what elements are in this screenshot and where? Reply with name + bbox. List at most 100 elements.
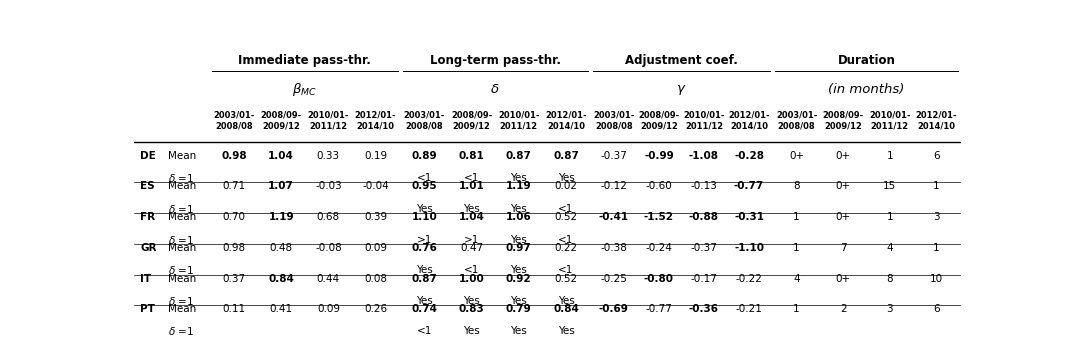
Text: -0.37: -0.37 [691,243,718,253]
Text: 0+: 0+ [835,274,851,284]
Text: 0.81: 0.81 [459,151,485,161]
Text: 0.95: 0.95 [411,181,437,191]
Text: (in months): (in months) [829,84,905,96]
Text: 0.71: 0.71 [222,181,246,191]
Text: -0.21: -0.21 [736,304,763,314]
Text: Yes: Yes [511,204,528,214]
Text: -1.10: -1.10 [734,243,764,253]
Text: 0.41: 0.41 [270,304,293,314]
Text: Yes: Yes [511,173,528,183]
Text: 2010/01-
2011/12: 2010/01- 2011/12 [684,111,725,131]
Text: IT: IT [140,274,152,284]
Text: 0.11: 0.11 [222,304,246,314]
Text: -0.17: -0.17 [691,274,718,284]
Text: 1.00: 1.00 [459,274,485,284]
Text: 0.84: 0.84 [553,304,579,314]
Text: 10: 10 [930,274,943,284]
Text: 0+: 0+ [835,212,851,222]
Text: $\delta$ =1: $\delta$ =1 [169,234,194,246]
Text: Yes: Yes [417,296,433,306]
Text: 2003/01-
2008/08: 2003/01- 2008/08 [214,111,255,131]
Text: >1: >1 [464,235,480,245]
Text: 2012/01-
2014/10: 2012/01- 2014/10 [355,111,396,131]
Text: -0.36: -0.36 [689,304,719,314]
Text: 0+: 0+ [789,151,804,161]
Text: 2008/09-
2009/12: 2008/09- 2009/12 [261,111,302,131]
Text: $\delta$ =1: $\delta$ =1 [169,203,194,215]
Text: 4: 4 [886,243,893,253]
Text: 2003/01-
2008/08: 2003/01- 2008/08 [593,111,634,131]
Text: 6: 6 [933,151,940,161]
Text: Mean: Mean [169,304,197,314]
Text: 1: 1 [886,212,893,222]
Text: 0.98: 0.98 [221,151,247,161]
Text: Yes: Yes [464,204,480,214]
Text: Mean: Mean [169,243,197,253]
Text: 0.02: 0.02 [554,181,578,191]
Text: 2008/09-
2009/12: 2008/09- 2009/12 [822,111,864,131]
Text: 0.83: 0.83 [459,304,485,314]
Text: Mean: Mean [169,274,197,284]
Text: 0.26: 0.26 [364,304,388,314]
Text: 4: 4 [794,274,800,284]
Text: Yes: Yes [511,235,528,245]
Text: Yes: Yes [417,265,433,275]
Text: >1: >1 [417,235,433,245]
Text: $\gamma$: $\gamma$ [676,83,687,97]
Text: 0.87: 0.87 [553,151,579,161]
Text: 0.97: 0.97 [506,243,532,253]
Text: Long-term pass-thr.: Long-term pass-thr. [429,54,561,67]
Text: -0.03: -0.03 [315,181,342,191]
Text: Mean: Mean [169,181,197,191]
Text: -0.31: -0.31 [734,212,764,222]
Text: -0.77: -0.77 [734,181,765,191]
Text: <1: <1 [559,204,574,214]
Text: Yes: Yes [511,326,528,336]
Text: Yes: Yes [557,326,575,336]
Text: <1: <1 [464,173,480,183]
Text: -0.37: -0.37 [600,151,627,161]
Text: 1.19: 1.19 [268,212,294,222]
Text: <1: <1 [559,235,574,245]
Text: 0.09: 0.09 [364,243,387,253]
Text: Adjustment coef.: Adjustment coef. [625,54,738,67]
Text: 1.07: 1.07 [268,181,294,191]
Text: -1.08: -1.08 [689,151,719,161]
Text: 0+: 0+ [835,151,851,161]
Text: -0.80: -0.80 [644,274,674,284]
Text: 2003/01-
2008/08: 2003/01- 2008/08 [776,111,817,131]
Text: 1.10: 1.10 [411,212,437,222]
Text: Yes: Yes [557,296,575,306]
Text: 2003/01-
2008/08: 2003/01- 2008/08 [404,111,445,131]
Text: -0.25: -0.25 [600,274,627,284]
Text: 1: 1 [886,151,893,161]
Text: 0.74: 0.74 [411,304,438,314]
Text: -0.38: -0.38 [600,243,627,253]
Text: <1: <1 [559,265,574,275]
Text: <1: <1 [417,326,433,336]
Text: Yes: Yes [511,265,528,275]
Text: -0.22: -0.22 [736,274,763,284]
Text: 1: 1 [794,243,800,253]
Text: 8: 8 [886,274,893,284]
Text: 0.89: 0.89 [411,151,437,161]
Text: $\delta$ =1: $\delta$ =1 [169,295,194,307]
Text: 2008/09-
2009/12: 2008/09- 2009/12 [451,111,492,131]
Text: 1.04: 1.04 [458,212,485,222]
Text: 1: 1 [933,243,940,253]
Text: -0.99: -0.99 [644,151,674,161]
Text: 2: 2 [839,304,847,314]
Text: 6: 6 [933,304,940,314]
Text: 0.22: 0.22 [554,243,578,253]
Text: 0.79: 0.79 [506,304,532,314]
Text: 0.37: 0.37 [222,274,246,284]
Text: DE: DE [140,151,156,161]
Text: -0.60: -0.60 [645,181,672,191]
Text: 1: 1 [794,212,800,222]
Text: <1: <1 [417,173,433,183]
Text: -0.04: -0.04 [362,181,389,191]
Text: 3: 3 [933,212,940,222]
Text: -0.08: -0.08 [315,243,342,253]
Text: -0.28: -0.28 [734,151,764,161]
Text: Yes: Yes [511,296,528,306]
